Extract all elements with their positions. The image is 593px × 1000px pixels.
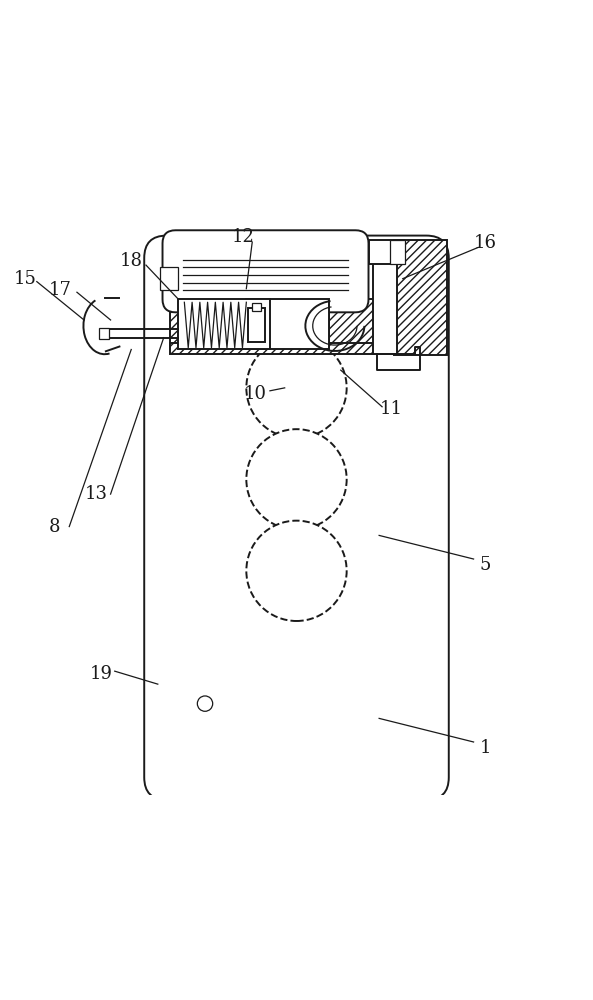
Bar	[329, 299, 420, 349]
Text: 8: 8	[49, 518, 60, 536]
Text: 11: 11	[380, 400, 403, 418]
Circle shape	[246, 521, 347, 621]
Bar	[170, 343, 420, 354]
Text: 16: 16	[474, 234, 497, 252]
Bar	[248, 308, 264, 342]
Bar	[251, 303, 261, 311]
Bar	[390, 240, 405, 264]
Circle shape	[246, 429, 347, 530]
Text: 13: 13	[84, 485, 107, 503]
Text: 5: 5	[480, 556, 491, 574]
Text: 15: 15	[14, 270, 36, 288]
FancyBboxPatch shape	[144, 236, 449, 800]
Circle shape	[197, 696, 213, 711]
Bar	[368, 240, 404, 264]
Text: 17: 17	[49, 281, 72, 299]
FancyBboxPatch shape	[162, 230, 368, 312]
Bar	[160, 267, 178, 290]
Bar	[373, 241, 397, 354]
Text: 1: 1	[480, 739, 491, 757]
Text: 18: 18	[120, 252, 143, 270]
Text: 10: 10	[244, 385, 267, 403]
Text: 19: 19	[90, 665, 113, 683]
Bar	[246, 299, 329, 349]
Bar	[170, 299, 246, 349]
Text: 12: 12	[232, 228, 255, 246]
Bar	[178, 299, 270, 349]
Bar	[99, 328, 109, 339]
Bar	[394, 240, 447, 355]
Circle shape	[246, 338, 347, 438]
